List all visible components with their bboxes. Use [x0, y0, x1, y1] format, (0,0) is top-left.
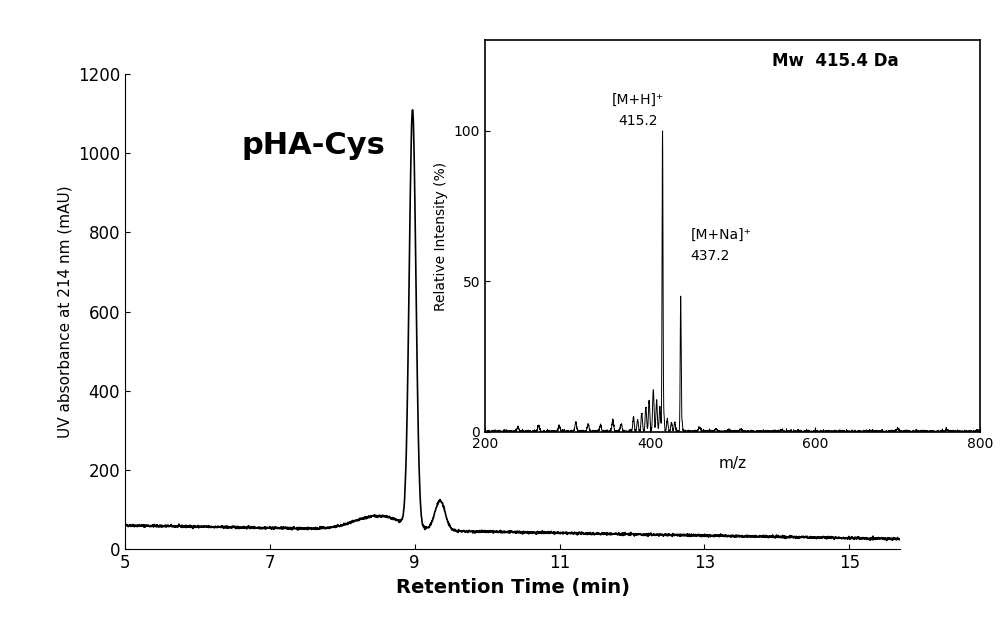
X-axis label: m/z: m/z [718, 457, 746, 471]
Text: pHA-Cys: pHA-Cys [241, 131, 385, 160]
Text: [M+Na]⁺: [M+Na]⁺ [691, 228, 751, 242]
X-axis label: Retention Time (min): Retention Time (min) [396, 578, 630, 597]
Text: Mw  415.4 Da: Mw 415.4 Da [772, 52, 899, 70]
Text: [M+H]⁺: [M+H]⁺ [612, 93, 664, 106]
Y-axis label: UV absorbance at 214 nm (mAU): UV absorbance at 214 nm (mAU) [57, 185, 72, 438]
Y-axis label: Relative Intensity (%): Relative Intensity (%) [434, 162, 448, 310]
Text: 415.2: 415.2 [618, 114, 658, 128]
Text: 437.2: 437.2 [691, 249, 730, 263]
